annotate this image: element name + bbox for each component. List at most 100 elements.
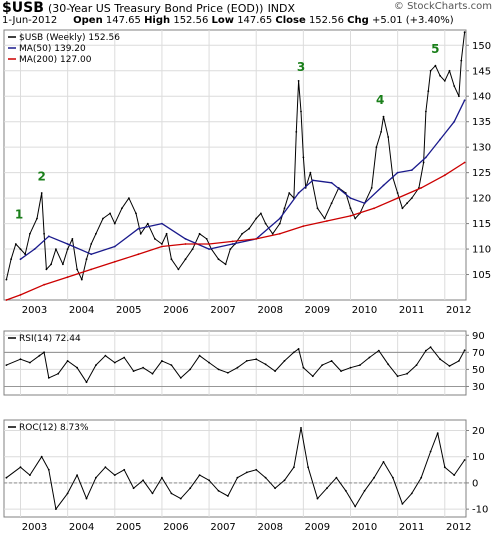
data-point [135,212,137,215]
data-point [382,184,385,187]
data-point [113,222,116,225]
data-point [453,85,456,87]
stockcharts-brand[interactable]: © StockCharts.com [394,1,492,12]
data-point [300,427,302,429]
y-tick-label: 20 [472,426,485,437]
close-value: 152.56 [308,15,344,26]
data-point [401,207,404,210]
data-point [231,243,234,245]
panel-frame [3,419,467,518]
data-point [387,363,390,366]
data-point [293,466,295,469]
data-point [38,354,41,357]
data-point [208,479,211,482]
x-tick-label: 2010 [352,522,377,533]
data-point [177,268,180,271]
data-point [373,476,375,479]
open-value: 147.65 [105,15,141,26]
data-point [382,461,385,463]
data-point [217,489,220,492]
series-line-rsi-0 [6,346,466,383]
data-point [50,263,52,266]
data-point [123,468,126,471]
data-point [127,197,130,200]
data-point [19,358,22,361]
data-point [90,243,93,245]
data-point [255,358,258,361]
quote-date: 1-Jun-2012 [2,15,58,26]
symbol-description: (30-Year US Treasury Bond Price (EOD)) [48,2,264,15]
data-point [184,243,187,245]
panel-rsi: 30 50 70 90 RSI(14) 72.44 [3,330,485,396]
data-point [43,232,45,235]
data-point [425,156,427,159]
data-point [179,377,182,379]
x-tick-label: 2003 [22,522,47,533]
series-line-roc-0 [6,427,466,510]
data-point [302,225,305,228]
data-point [132,370,135,372]
data-point [5,299,8,301]
data-point [396,375,399,378]
data-point [429,69,432,72]
legend-label: $USB (Weekly) 152.56 [19,33,120,43]
x-tick-label: 2004 [69,305,94,316]
data-point [36,217,38,220]
data-point [47,235,50,238]
data-point [349,215,352,217]
data-point [29,474,31,476]
data-point [439,358,441,361]
data-point [248,227,251,230]
data-point [363,202,366,205]
data-point [316,207,319,210]
data-point [283,207,286,210]
data-point [104,354,107,357]
data-point [335,476,338,479]
data-point [463,99,466,102]
data-point [71,238,74,240]
y-tick-label: 120 [472,194,491,205]
data-point [330,202,333,205]
wave-label-3: 3 [297,60,305,74]
data-point [191,248,194,251]
data-point [359,364,361,366]
data-point [5,364,8,366]
x-tick-label: 2007 [210,305,235,316]
data-point [323,217,326,220]
data-point [217,258,220,261]
data-point [179,497,182,500]
data-point [29,232,31,235]
data-point [278,217,281,220]
data-point [382,115,385,118]
data-point [255,238,258,240]
data-point [264,222,267,225]
data-point [458,360,460,362]
data-point [380,131,382,133]
data-point [170,492,173,495]
data-point [434,64,437,67]
data-point [377,349,380,352]
data-point [109,212,111,215]
data-point [132,487,135,490]
data-point [293,351,295,354]
x-tick-label: 2008 [257,305,282,316]
y-tick-label: 0 [472,478,478,489]
data-point [151,372,154,375]
data-point [349,366,352,369]
data-point [274,487,276,490]
data-point [90,253,93,256]
data-point [229,248,232,251]
data-point [429,450,432,453]
x-tick-label: 2004 [69,522,94,533]
wave-label-1: 1 [15,207,23,221]
data-point [66,492,69,495]
data-point [354,217,357,220]
data-point [43,283,45,286]
y-tick-label: 140 [472,92,491,103]
data-point [425,349,427,352]
data-point [33,248,36,251]
data-point [47,468,50,471]
data-point [146,222,149,225]
data-point [453,474,456,476]
data-point [66,360,69,362]
